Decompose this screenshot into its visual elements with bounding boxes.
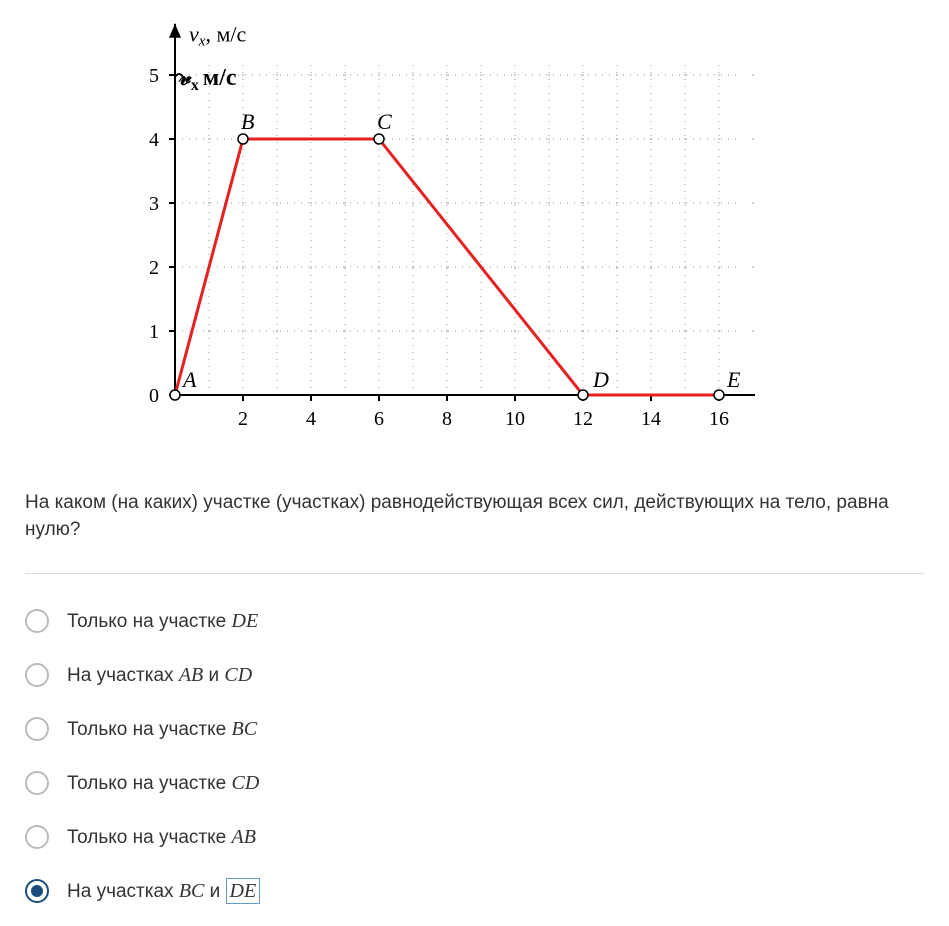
option-label: На участках BC и DE (67, 880, 260, 903)
options-list: Только на участке DE На участках AB и CD Т… (25, 609, 924, 903)
radio-button[interactable] (25, 825, 49, 849)
svg-text:6: 6 (374, 408, 384, 430)
svg-text:10: 10 (505, 408, 525, 430)
question-text: На каком (на каких) участке (участках) р… (25, 490, 924, 543)
option-label: Только на участке AB (67, 826, 256, 849)
velocity-chart: 246810121416012345vx, м/сt, с𝓋x м/сABCDE (115, 15, 755, 455)
option-4[interactable]: Только на участке AB (25, 825, 924, 849)
svg-text:A: A (181, 367, 197, 392)
svg-text:B: B (241, 109, 254, 134)
option-3[interactable]: Только на участке CD (25, 771, 924, 795)
radio-button[interactable] (25, 663, 49, 687)
option-label: Только на участке CD (67, 772, 259, 795)
radio-button[interactable] (25, 717, 49, 741)
svg-text:1: 1 (149, 321, 159, 343)
svg-text:14: 14 (641, 408, 661, 430)
option-label: Только на участке DE (67, 610, 258, 633)
svg-text:16: 16 (709, 408, 729, 430)
svg-text:8: 8 (442, 408, 452, 430)
option-label: Только на участке BC (67, 718, 257, 741)
svg-text:4: 4 (149, 129, 159, 151)
option-label: На участках AB и CD (67, 664, 252, 687)
svg-text:2: 2 (149, 257, 159, 279)
option-2[interactable]: Только на участке BC (25, 717, 924, 741)
svg-text:2: 2 (238, 408, 248, 430)
option-5[interactable]: На участках BC и DE (25, 879, 924, 903)
svg-text:4: 4 (306, 408, 316, 430)
chart-container: 246810121416012345vx, м/сt, с𝓋x м/сABCDE (115, 15, 924, 460)
radio-button[interactable] (25, 879, 49, 903)
svg-text:D: D (592, 367, 609, 392)
option-0[interactable]: Только на участке DE (25, 609, 924, 633)
option-1[interactable]: На участках AB и CD (25, 663, 924, 687)
svg-text:vx, м/с: vx, м/с (189, 22, 246, 50)
svg-text:3: 3 (149, 193, 159, 215)
svg-text:5: 5 (149, 65, 159, 87)
radio-button[interactable] (25, 771, 49, 795)
radio-button[interactable] (25, 609, 49, 633)
svg-text:E: E (726, 367, 741, 392)
divider (25, 573, 924, 574)
svg-text:12: 12 (573, 408, 593, 430)
svg-text:C: C (377, 109, 392, 134)
svg-text:0: 0 (149, 385, 159, 407)
